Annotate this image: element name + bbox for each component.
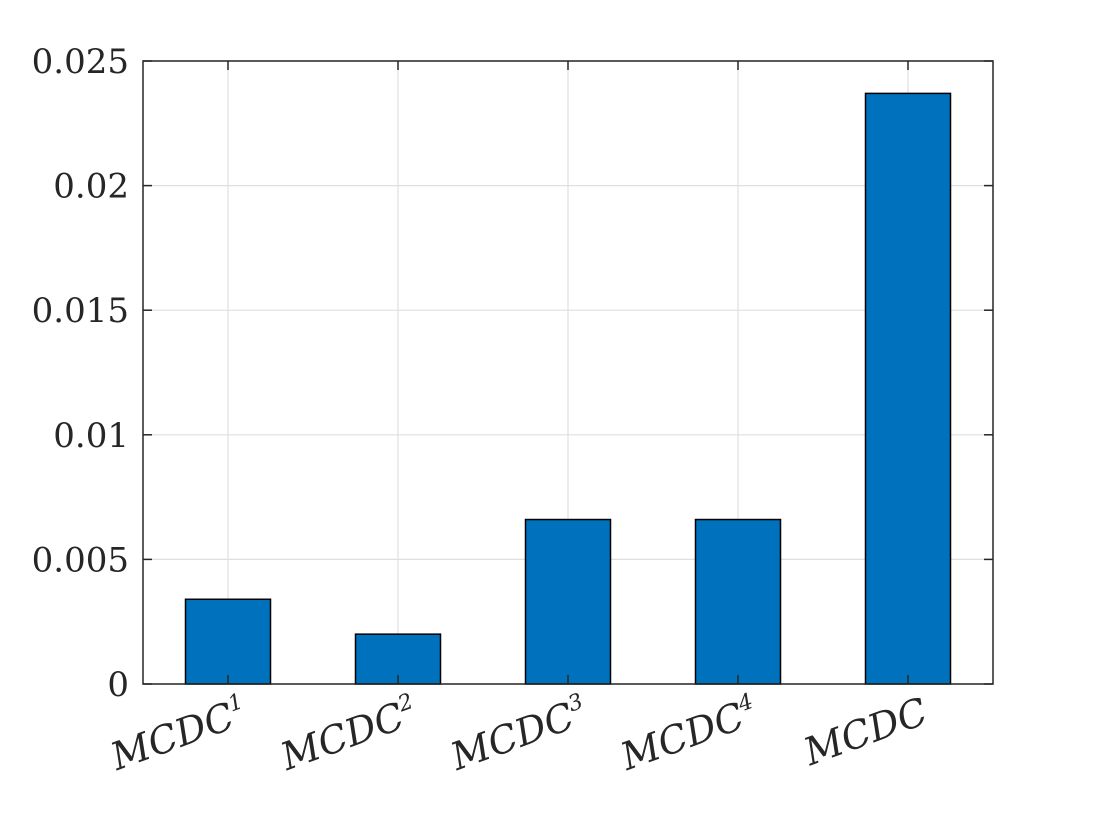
tick-marks — [143, 60, 993, 685]
bar — [694, 518, 782, 685]
y-tick-labels: 0 0.005 0.01 0.015 0.02 0.025 — [32, 42, 129, 705]
bar — [524, 518, 612, 685]
bar — [184, 598, 272, 685]
bar — [864, 92, 952, 685]
x-tick-label: MCDC — [797, 689, 933, 774]
x-tick-label: MCDC3 — [444, 689, 593, 779]
y-tick-label: 0.005 — [32, 540, 129, 580]
y-tick-label: 0.02 — [53, 167, 129, 207]
x-tick-label: MCDC2 — [274, 689, 423, 779]
y-tick-label: 0.015 — [32, 291, 129, 331]
y-tick-label: 0 — [107, 665, 129, 705]
y-tick-label: 0.01 — [53, 416, 129, 456]
x-tick-label: MCDC4 — [614, 689, 763, 779]
y-tick-label: 0.025 — [32, 42, 129, 82]
x-tick-labels: MCDC1 MCDC2 MCDC3 MCDC4 MCDC — [104, 689, 933, 779]
bars — [184, 92, 952, 685]
